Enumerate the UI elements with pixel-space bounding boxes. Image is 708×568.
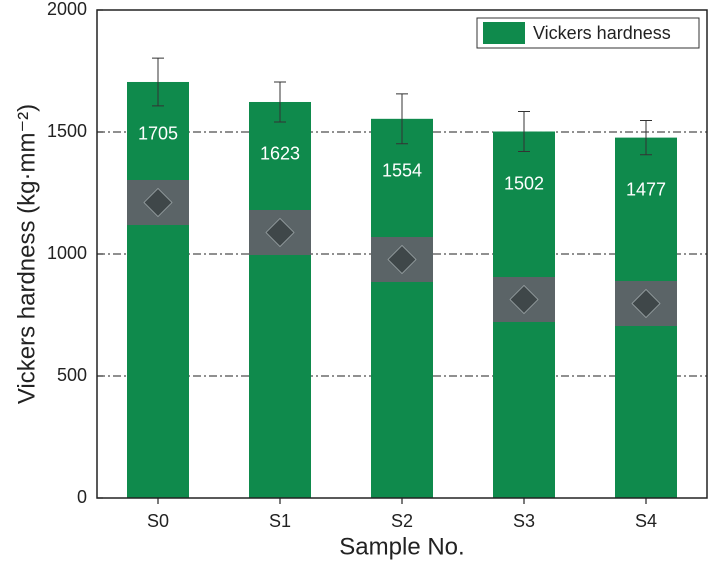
value-label: 1705 [138,124,178,144]
x-tick-label: S0 [147,511,169,531]
value-label: 1477 [626,179,666,199]
error-bar [152,57,164,107]
error-bar [518,111,530,153]
y-axis-title: Vickers hardness (kg·mm⁻²) [13,104,40,404]
y-tick-label: 2000 [47,0,87,19]
value-label: 1502 [504,173,544,193]
error-bar [274,81,286,123]
indent [631,288,661,319]
legend: Vickers hardness [476,17,700,49]
value-label: 1554 [382,161,422,181]
indent [265,217,295,248]
legend-label: Vickers hardness [533,23,671,43]
legend-swatch [483,22,525,44]
bar [371,118,433,498]
x-tick-label: S4 [635,511,657,531]
x-axis-title: Sample No. [339,533,464,560]
indent [387,244,417,275]
x-tick-label: S2 [391,511,413,531]
x-tick-label: S3 [513,511,535,531]
y-tick-label: 0 [77,487,87,507]
y-tick-label: 1000 [47,243,87,263]
bar [249,101,311,498]
y-tick-label: 1500 [47,121,87,141]
indent [509,284,539,315]
error-bar [640,120,652,156]
value-label: 1623 [260,144,300,164]
x-tick-label: S1 [269,511,291,531]
bar [127,81,189,498]
error-bar [396,93,408,145]
y-tick-label: 500 [57,365,87,385]
indent [143,187,173,218]
plot-frame [96,9,708,499]
